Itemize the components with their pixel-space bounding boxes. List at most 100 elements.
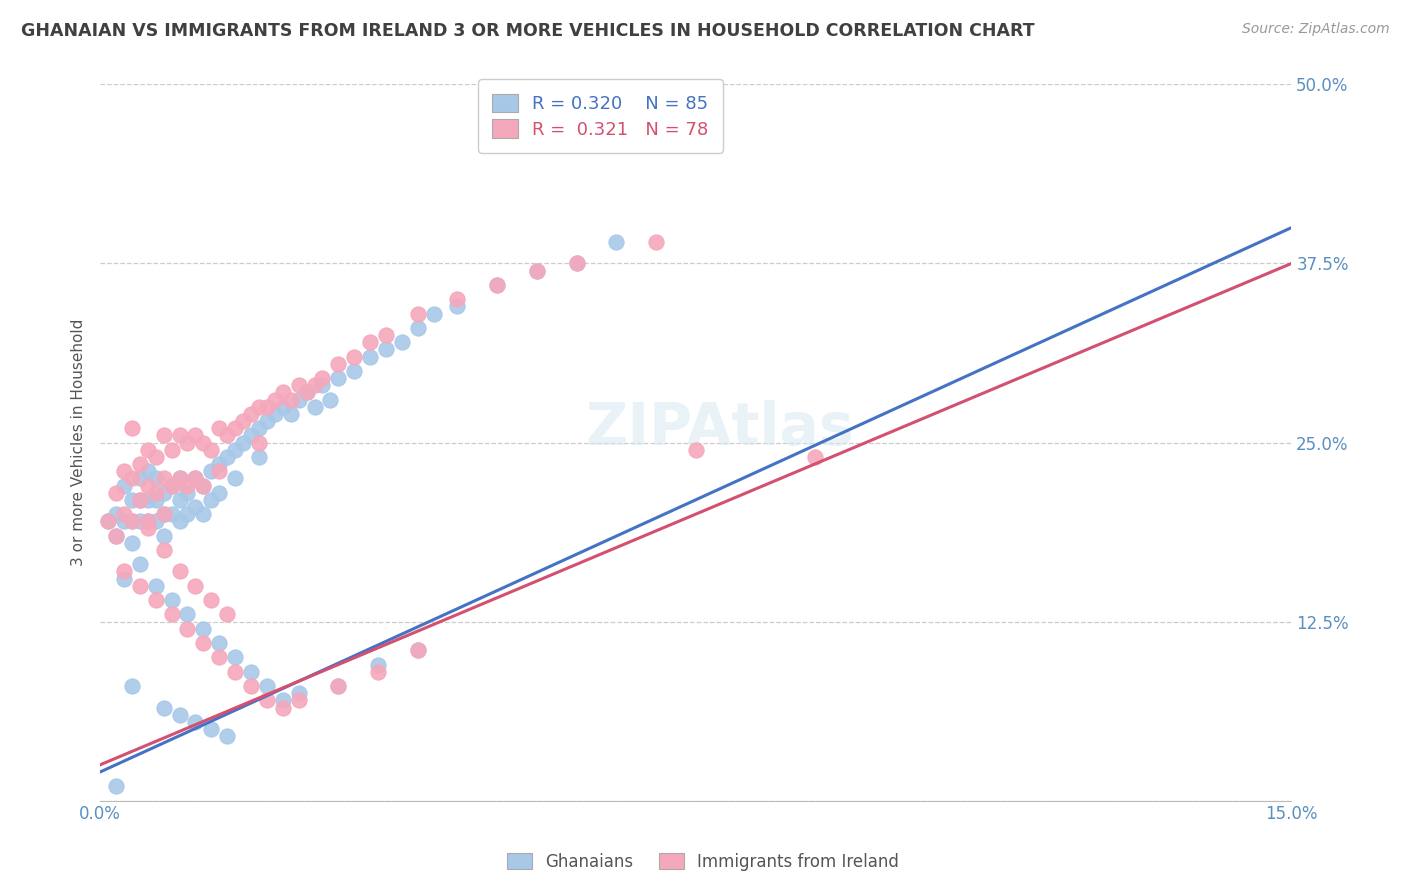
Point [200, 492, 222, 507]
Point [359, 350, 381, 364]
Point [97, 514, 120, 528]
Point [136, 514, 159, 528]
Point [152, 700, 174, 714]
Point [160, 478, 183, 492]
Point [169, 565, 191, 579]
Point [176, 607, 198, 622]
Text: GHANAIAN VS IMMIGRANTS FROM IRELAND 3 OR MORE VEHICLES IN HOUSEHOLD CORRELATION : GHANAIAN VS IMMIGRANTS FROM IRELAND 3 OR… [21, 22, 1035, 40]
Point [169, 514, 191, 528]
Point [160, 478, 183, 492]
Point [169, 471, 191, 485]
Point [145, 450, 167, 464]
Point [128, 471, 150, 485]
Point [287, 378, 309, 392]
Point [200, 442, 222, 457]
Text: ZIPAtlas: ZIPAtlas [585, 400, 853, 457]
Point [136, 521, 159, 535]
Point [152, 543, 174, 558]
Point [328, 679, 350, 693]
Point [136, 478, 159, 492]
Point [184, 428, 207, 442]
Point [105, 779, 128, 793]
Point [247, 400, 270, 414]
Point [176, 622, 198, 636]
Point [343, 350, 366, 364]
Point [287, 686, 309, 700]
Point [263, 392, 285, 407]
Point [160, 593, 183, 607]
Point [184, 500, 207, 514]
Point [145, 579, 167, 593]
Point [169, 707, 191, 722]
Point [256, 414, 278, 428]
Point [280, 407, 302, 421]
Point [271, 700, 294, 714]
Point [121, 679, 143, 693]
Point [112, 572, 135, 586]
Point [406, 643, 429, 657]
Point [343, 364, 366, 378]
Point [193, 507, 215, 521]
Point [217, 428, 239, 442]
Legend: Ghanaians, Immigrants from Ireland: Ghanaians, Immigrants from Ireland [499, 845, 907, 880]
Point [208, 636, 231, 650]
Point [685, 442, 707, 457]
Point [804, 450, 827, 464]
Point [160, 442, 183, 457]
Point [145, 485, 167, 500]
Point [200, 593, 222, 607]
Point [176, 485, 198, 500]
Point [406, 643, 429, 657]
Point [271, 385, 294, 400]
Point [217, 729, 239, 743]
Point [208, 650, 231, 665]
Point [271, 693, 294, 707]
Point [295, 385, 318, 400]
Point [160, 607, 183, 622]
Point [200, 722, 222, 736]
Point [184, 579, 207, 593]
Point [565, 256, 588, 270]
Point [406, 321, 429, 335]
Point [391, 335, 413, 350]
Point [280, 392, 302, 407]
Point [224, 442, 246, 457]
Point [169, 471, 191, 485]
Point [136, 464, 159, 478]
Point [247, 421, 270, 435]
Point [193, 478, 215, 492]
Y-axis label: 3 or more Vehicles in Household: 3 or more Vehicles in Household [72, 318, 86, 566]
Point [645, 235, 668, 249]
Point [406, 307, 429, 321]
Point [145, 514, 167, 528]
Point [200, 464, 222, 478]
Point [208, 421, 231, 435]
Point [176, 507, 198, 521]
Point [240, 665, 263, 679]
Point [287, 693, 309, 707]
Point [247, 450, 270, 464]
Point [217, 450, 239, 464]
Point [169, 428, 191, 442]
Point [256, 679, 278, 693]
Point [311, 378, 333, 392]
Point [128, 492, 150, 507]
Point [121, 536, 143, 550]
Point [193, 435, 215, 450]
Point [605, 235, 627, 249]
Point [112, 565, 135, 579]
Point [128, 457, 150, 471]
Point [152, 485, 174, 500]
Text: Source: ZipAtlas.com: Source: ZipAtlas.com [1241, 22, 1389, 37]
Point [128, 514, 150, 528]
Point [240, 679, 263, 693]
Point [184, 471, 207, 485]
Point [375, 328, 398, 343]
Point [136, 442, 159, 457]
Point [256, 693, 278, 707]
Point [136, 492, 159, 507]
Point [526, 263, 548, 277]
Point [121, 492, 143, 507]
Point [160, 507, 183, 521]
Point [208, 457, 231, 471]
